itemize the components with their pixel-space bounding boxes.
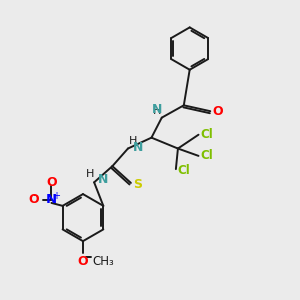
Text: S: S [133,178,142,191]
Text: -: - [32,189,37,202]
Text: N: N [98,173,109,187]
Text: O: O [46,176,57,189]
Text: H: H [153,106,161,116]
Text: N: N [133,141,143,154]
Text: Cl: Cl [200,149,213,162]
Text: Cl: Cl [178,164,190,177]
Text: N: N [152,103,162,116]
Text: H: H [86,169,95,179]
Text: Cl: Cl [200,128,213,141]
Text: CH₃: CH₃ [92,255,114,268]
Text: O: O [212,105,223,118]
Text: O: O [28,194,39,206]
Text: N: N [46,194,57,206]
Text: O: O [78,255,88,268]
Text: +: + [52,190,60,201]
Text: H: H [129,136,137,146]
